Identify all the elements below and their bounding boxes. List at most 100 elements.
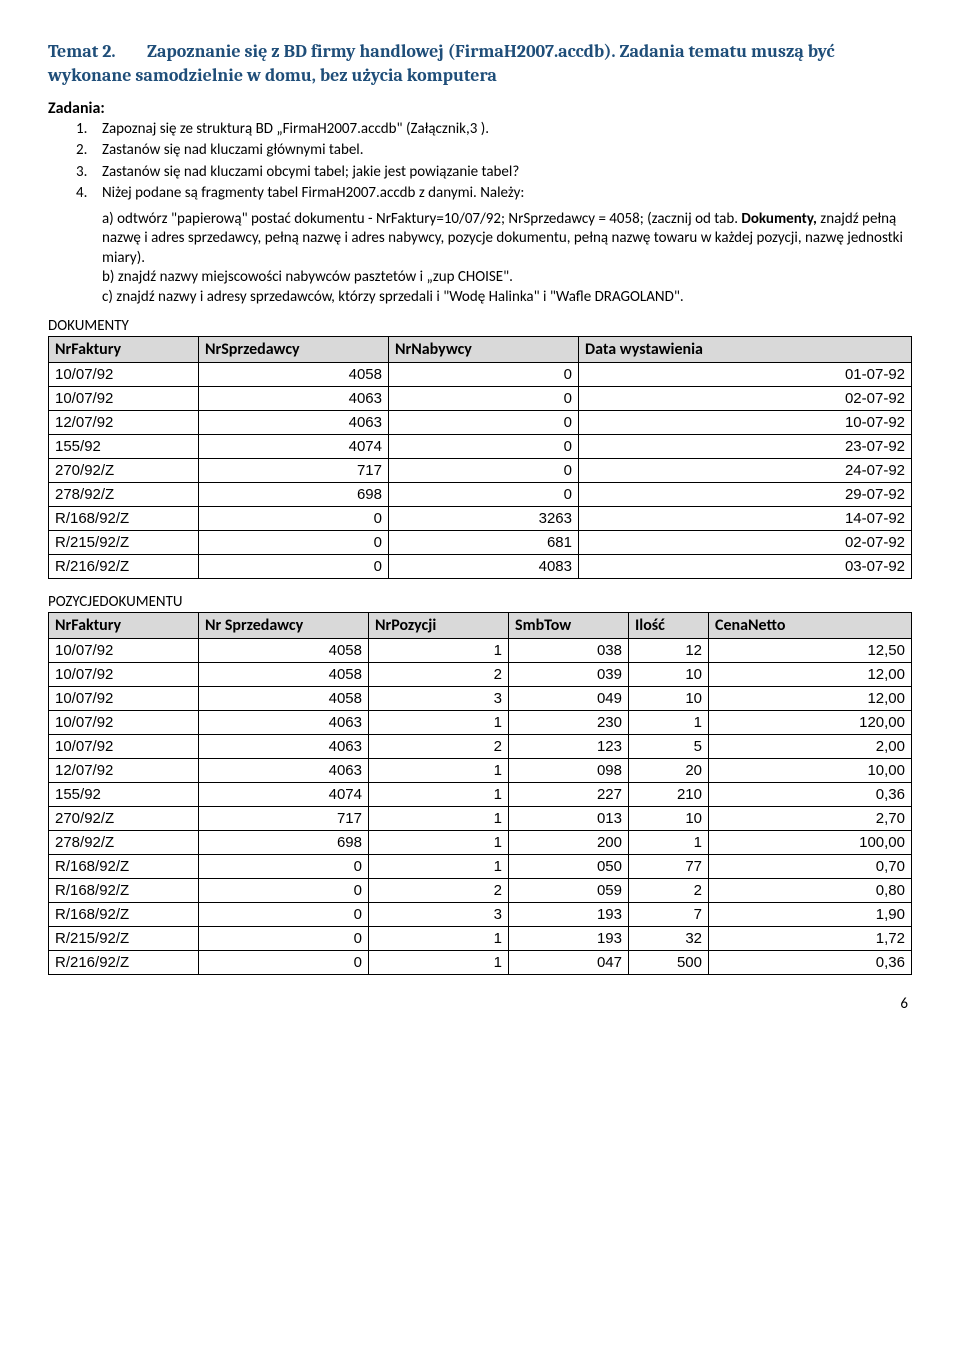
table-cell: 12,00 [709, 687, 912, 711]
table-cell: 681 [389, 531, 579, 555]
table-row: 12/07/924063010-07-92 [49, 411, 912, 435]
table-cell: 0 [199, 531, 389, 555]
table-row: R/168/92/Z01050770,70 [49, 855, 912, 879]
table-cell: 270/92/Z [49, 459, 199, 483]
table-cell: 059 [509, 879, 629, 903]
table-cell: 2,00 [709, 735, 912, 759]
table-cell: 1 [369, 639, 509, 663]
table-cell: 0 [389, 411, 579, 435]
table-cell: 098 [509, 759, 629, 783]
table-cell: 038 [509, 639, 629, 663]
table-row: 10/07/924058001-07-92 [49, 363, 912, 387]
table-cell: 717 [199, 807, 369, 831]
table-cell: 210 [629, 783, 709, 807]
table-cell: 12/07/92 [49, 411, 199, 435]
title-label: Temat 2. [48, 40, 143, 64]
table-row: 10/07/92405820391012,00 [49, 663, 912, 687]
table-cell: 0,36 [709, 783, 912, 807]
task4-subitem-a: a) odtwórz "papierową" postać dokumentu … [102, 210, 912, 269]
table-header-cell: Ilość [629, 613, 709, 639]
table-cell: 4063 [199, 735, 369, 759]
table-cell: 20 [629, 759, 709, 783]
section-dokumenty-label: DOKUMENTY [48, 317, 912, 335]
table-cell: 03-07-92 [579, 555, 912, 579]
table-cell: 4074 [199, 783, 369, 807]
table-row: 270/92/Z717024-07-92 [49, 459, 912, 483]
task-item: Niżej podane są fragmenty tabel FirmaH20… [102, 184, 912, 204]
table-cell: 0 [199, 507, 389, 531]
table-cell: 013 [509, 807, 629, 831]
table-header-cell: NrFaktury [49, 613, 199, 639]
table-cell: 4074 [199, 435, 389, 459]
table-cell: 049 [509, 687, 629, 711]
table-row: R/216/92/Z010475000,36 [49, 951, 912, 975]
table-cell: 698 [199, 483, 389, 507]
table-cell: 270/92/Z [49, 807, 199, 831]
table-cell: 10/07/92 [49, 363, 199, 387]
table-cell: 10/07/92 [49, 639, 199, 663]
table-cell: 12,00 [709, 663, 912, 687]
table-cell: 01-07-92 [579, 363, 912, 387]
table-cell: 4083 [389, 555, 579, 579]
table-cell: 10,00 [709, 759, 912, 783]
table-header-cell: NrNabywcy [389, 337, 579, 363]
table-row: 155/92407412272100,36 [49, 783, 912, 807]
table-cell: 2 [369, 735, 509, 759]
table-cell: 1 [629, 711, 709, 735]
tasks-heading: Zadania: [48, 99, 912, 118]
task4-a-bold: Dokumenty, [741, 210, 817, 228]
table-cell: 120,00 [709, 711, 912, 735]
table-cell: 10/07/92 [49, 735, 199, 759]
table-row: 278/92/Z69812001100,00 [49, 831, 912, 855]
table-cell: 4058 [199, 663, 369, 687]
table-cell: R/168/92/Z [49, 507, 199, 531]
table-cell: 0 [199, 927, 369, 951]
table-header-cell: NrSprzedawcy [199, 337, 389, 363]
section-pozycje-label: POZYCJEDOKUMENTU [48, 593, 912, 611]
table-cell: 698 [199, 831, 369, 855]
table-cell: R/215/92/Z [49, 927, 199, 951]
table-cell: 0 [199, 903, 369, 927]
table-cell: R/168/92/Z [49, 879, 199, 903]
table-cell: 10/07/92 [49, 687, 199, 711]
table-cell: 1 [369, 807, 509, 831]
page-number: 6 [48, 995, 912, 1013]
table-cell: 2 [629, 879, 709, 903]
table-header-cell: NrFaktury [49, 337, 199, 363]
table-row: R/215/92/Z01193321,72 [49, 927, 912, 951]
table-cell: 1 [369, 855, 509, 879]
table-cell: 32 [629, 927, 709, 951]
dokumenty-table: NrFakturyNrSprzedawcyNrNabywcyData wysta… [48, 336, 912, 579]
table-row: R/168/92/Z0205920,80 [49, 879, 912, 903]
task4-subitem-c: c) znajdź nazwy i adresy sprzedawców, kt… [102, 288, 912, 308]
table-cell: 4063 [199, 387, 389, 411]
table-cell: 14-07-92 [579, 507, 912, 531]
table-cell: 1,72 [709, 927, 912, 951]
table-cell: 0 [389, 387, 579, 411]
table-cell: 10-07-92 [579, 411, 912, 435]
table-cell: 29-07-92 [579, 483, 912, 507]
table-cell: 050 [509, 855, 629, 879]
table-cell: 4058 [199, 639, 369, 663]
table-cell: 1 [369, 951, 509, 975]
table-cell: R/168/92/Z [49, 855, 199, 879]
table-cell: 2,70 [709, 807, 912, 831]
table-header-cell: NrPozycji [369, 613, 509, 639]
table-cell: R/216/92/Z [49, 951, 199, 975]
table-cell: 0,80 [709, 879, 912, 903]
task-item: Zastanów się nad kluczami obcymi tabel; … [102, 163, 912, 183]
table-cell: 5 [629, 735, 709, 759]
table-cell: 278/92/Z [49, 483, 199, 507]
table-cell: 12 [629, 639, 709, 663]
table-cell: 23-07-92 [579, 435, 912, 459]
table-cell: 2 [369, 879, 509, 903]
table-cell: 0,36 [709, 951, 912, 975]
table-cell: 24-07-92 [579, 459, 912, 483]
table-cell: 7 [629, 903, 709, 927]
table-cell: 230 [509, 711, 629, 735]
table-cell: 193 [509, 927, 629, 951]
task-item: Zastanów się nad kluczami głównymi tabel… [102, 141, 912, 161]
table-row: R/216/92/Z0408303-07-92 [49, 555, 912, 579]
table-cell: 0 [389, 363, 579, 387]
table-cell: 047 [509, 951, 629, 975]
